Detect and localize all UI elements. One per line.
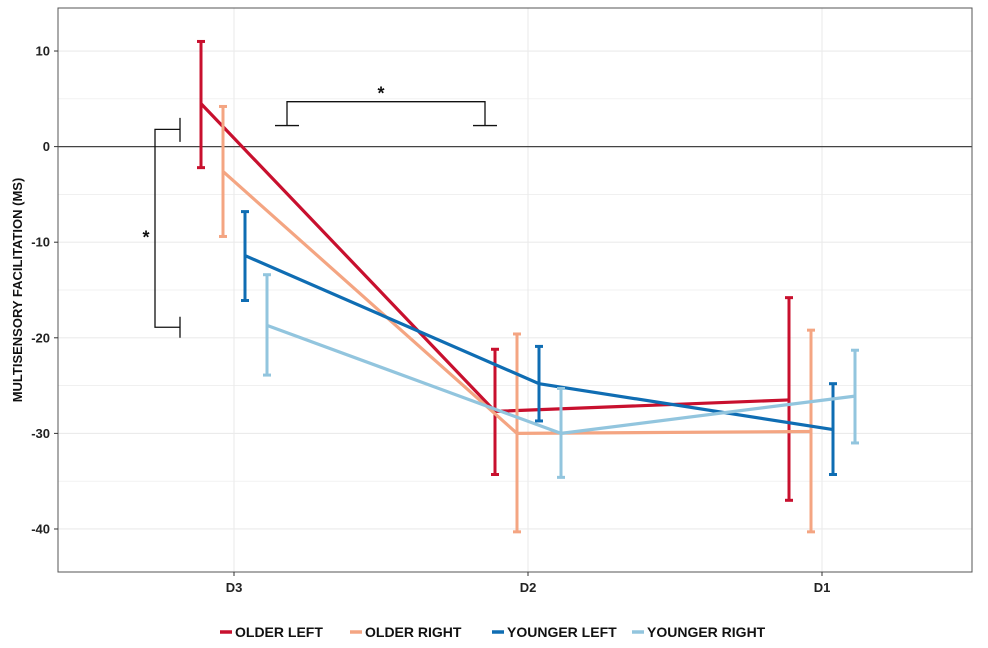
series-line <box>221 170 812 435</box>
y-tick-label: -30 <box>31 426 50 441</box>
legend-item: OLDER RIGHT <box>350 624 462 640</box>
significance-star: * <box>377 84 384 104</box>
legend-label: YOUNGER LEFT <box>507 624 617 640</box>
plot-panel-border <box>57 7 973 573</box>
x-tick-label: D3 <box>226 580 243 595</box>
significance-bracket <box>154 117 181 338</box>
x-axis: D3 D2 D1 <box>226 572 831 595</box>
series-line <box>266 323 856 435</box>
legend-item: YOUNGER RIGHT <box>632 624 766 640</box>
series-line <box>244 254 834 432</box>
legend-label: OLDER RIGHT <box>365 624 462 640</box>
y-tick-label: -10 <box>31 235 50 250</box>
significance-annotations: ** <box>142 84 497 338</box>
x-tick-label: D1 <box>814 580 831 595</box>
y-tick-label: -40 <box>31 521 50 536</box>
y-tick-label: 0 <box>43 139 50 154</box>
y-tick-label: -20 <box>31 330 50 345</box>
grid <box>58 8 972 572</box>
significance-star: * <box>142 227 149 247</box>
legend: OLDER LEFT OLDER RIGHT YOUNGER LEFT YOUNGER… <box>220 624 766 640</box>
series-younger-right <box>263 273 859 479</box>
x-tick-label: D2 <box>520 580 537 595</box>
y-axis: 10 0 -10 -20 -30 -40 <box>31 44 58 536</box>
legend-label: YOUNGER RIGHT <box>647 624 766 640</box>
legend-item: YOUNGER LEFT <box>492 624 617 640</box>
legend-label: OLDER LEFT <box>235 624 323 640</box>
series-line <box>199 102 790 414</box>
y-tick-label: 10 <box>36 44 50 59</box>
series-layer <box>197 39 859 534</box>
significance-bracket <box>275 101 497 127</box>
series-older-right <box>219 104 815 534</box>
legend-item: OLDER LEFT <box>220 624 323 640</box>
y-axis-title: MULTISENSORY FACILITATION (MS) <box>10 178 25 403</box>
series-younger-left <box>241 210 837 476</box>
